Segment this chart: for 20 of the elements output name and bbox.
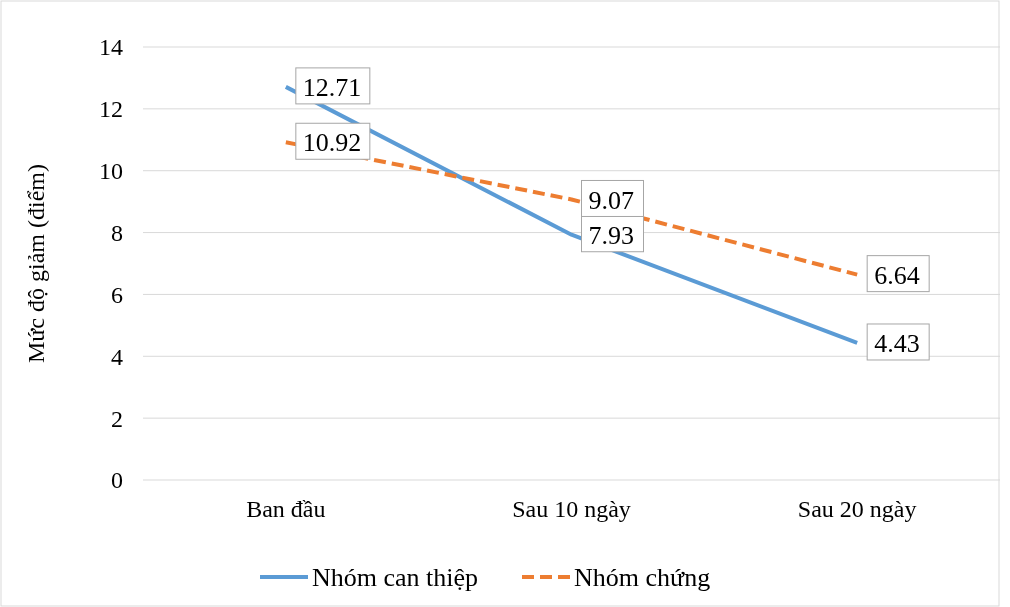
y-axis-title: Mức độ giảm (điểm) [23,164,49,363]
legend-label: Nhóm chứng [574,563,711,593]
y-tick-label: 6 [111,281,123,308]
data-label: 4.43 [874,329,920,359]
data-label: 9.07 [588,185,634,215]
data-label: 10.92 [302,128,362,158]
y-tick-label: 2 [111,405,123,432]
y-tick-label: 10 [99,158,123,185]
x-tick-label: Sau 10 ngày [512,496,631,522]
legend-label: Nhóm can thiệp [312,563,479,593]
y-tick-label: 8 [111,219,123,246]
x-tick-label: Sau 20 ngày [797,496,917,522]
x-tick-label: Ban đầu [246,496,326,522]
data-label: 7.93 [588,220,634,250]
data-label: 6.64 [874,260,920,290]
y-tick-label: 0 [111,467,123,494]
y-tick-label: 4 [111,343,123,370]
y-tick-label: 12 [99,96,123,123]
y-tick-label: 14 [99,34,123,61]
data-label: 12.71 [302,73,362,102]
